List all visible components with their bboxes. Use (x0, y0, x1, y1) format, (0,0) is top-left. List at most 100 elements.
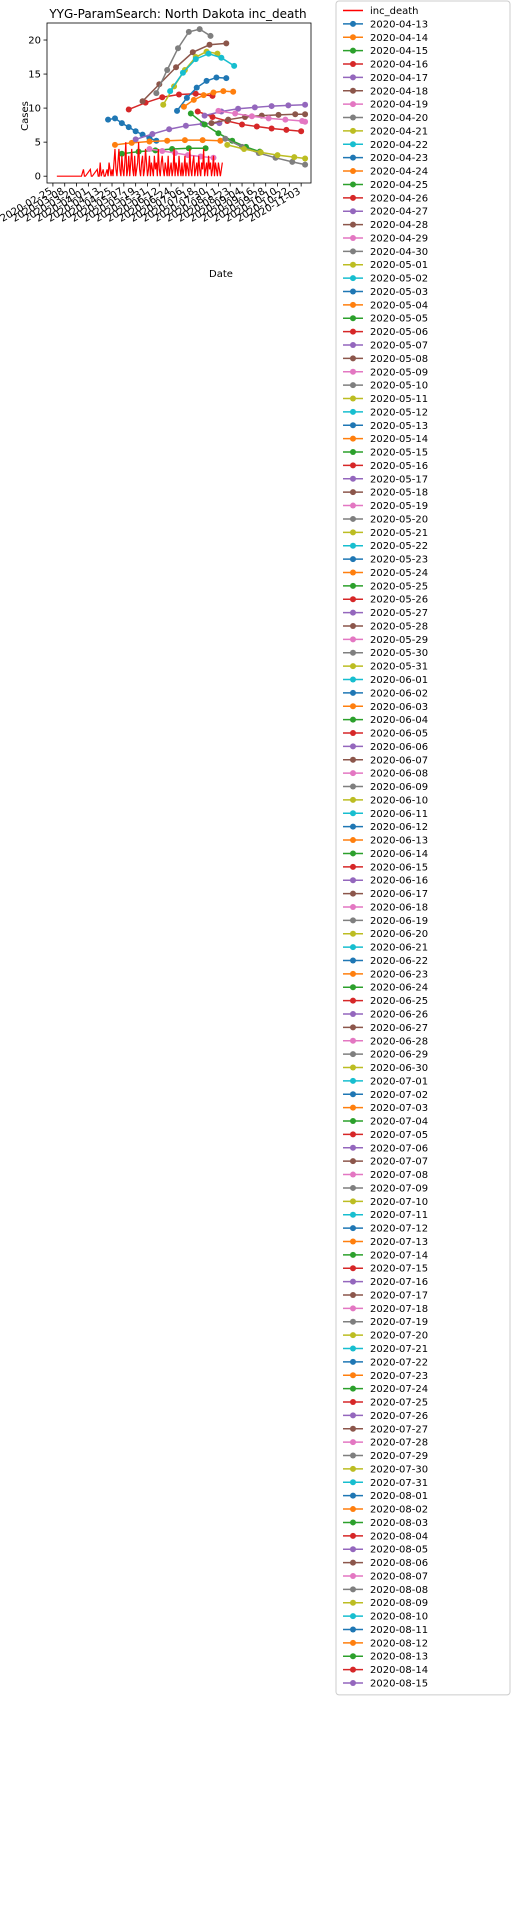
legend-swatch-marker (350, 1225, 356, 1232)
legend-label: 2020-04-22 (370, 140, 428, 151)
legend-label: 2020-05-23 (370, 555, 428, 566)
legend-label: 2020-06-22 (370, 956, 428, 967)
legend-label: 2020-07-20 (370, 1331, 428, 1342)
legend-swatch-marker (350, 449, 356, 456)
legend-label: 2020-06-04 (370, 715, 428, 726)
legend-label: 2020-08-07 (370, 1571, 428, 1582)
legend-swatch-marker (350, 783, 356, 790)
actual-line (56, 142, 223, 177)
legend-swatch-marker (350, 609, 356, 616)
legend-swatch-marker (350, 20, 356, 27)
series-point (200, 92, 207, 99)
legend-label: 2020-06-23 (370, 969, 428, 980)
legend-label: 2020-05-09 (370, 367, 428, 378)
legend-swatch-marker (350, 663, 356, 670)
legend-swatch-marker (350, 34, 356, 41)
legend-label: 2020-06-07 (370, 755, 428, 766)
legend-label: 2020-06-25 (370, 996, 428, 1007)
legend-label: 2020-06-03 (370, 702, 428, 713)
series-point (199, 137, 206, 144)
legend-swatch-marker (350, 984, 356, 991)
legend: inc_death 2020-04-13 2020-04-14 2020-04-15 2… (335, 0, 511, 1696)
series-point (225, 116, 232, 123)
legend-label: 2020-06-14 (370, 849, 428, 860)
legend-label: 2020-04-21 (370, 126, 428, 137)
legend-swatch-marker (350, 1198, 356, 1205)
legend-swatch-marker (350, 970, 356, 977)
legend-label: 2020-07-26 (370, 1411, 428, 1422)
legend-box (335, 0, 511, 1696)
legend-swatch-marker (350, 1291, 356, 1298)
legend-swatch-marker (350, 261, 356, 268)
legend-label: 2020-04-30 (370, 247, 428, 258)
legend-label: 2020-05-06 (370, 327, 428, 338)
series-point (153, 90, 160, 97)
legend-label: 2020-07-31 (370, 1478, 428, 1489)
legend-swatch-marker (350, 1626, 356, 1633)
series-point (193, 84, 200, 91)
legend-swatch-marker (350, 1653, 356, 1660)
legend-label: 2020-08-10 (370, 1612, 428, 1623)
legend-swatch-marker (350, 342, 356, 348)
legend-label: 2020-05-04 (370, 300, 428, 311)
legend-swatch-marker (350, 850, 356, 857)
legend-swatch-marker (350, 422, 356, 429)
legend-label: 2020-08-12 (370, 1638, 428, 1649)
legend-swatch-marker (350, 382, 356, 389)
legend-label: 2020-05-17 (370, 474, 428, 485)
legend-swatch-marker (350, 810, 356, 817)
legend-label: 2020-07-03 (370, 1103, 428, 1114)
legend-swatch-marker (350, 1572, 356, 1579)
series-point (215, 130, 222, 137)
series-point (159, 148, 166, 154)
legend-swatch-marker (350, 1024, 356, 1031)
series-point (159, 94, 166, 101)
plot-frame (46, 22, 312, 184)
series-point (125, 124, 132, 131)
legend-label: 2020-06-20 (370, 929, 428, 940)
legend-label: 2020-07-09 (370, 1183, 428, 1194)
legend-label: 2020-04-25 (370, 180, 428, 191)
legend-swatch-marker (350, 502, 356, 509)
legend-swatch-marker (350, 1305, 356, 1312)
legend-label: 2020-05-08 (370, 354, 428, 365)
legend-swatch-marker (350, 1532, 356, 1539)
series-point (222, 135, 229, 142)
series-point (182, 122, 189, 129)
series-point (175, 45, 182, 52)
series-point (298, 128, 305, 135)
series-point (208, 120, 215, 127)
legend-swatch-marker (350, 1184, 356, 1191)
legend-label: 2020-08-09 (370, 1598, 428, 1609)
legend-label: 2020-05-15 (370, 448, 428, 459)
legend-swatch-marker (350, 796, 356, 803)
legend-label: 2020-04-13 (370, 19, 428, 30)
legend-label: 2020-04-16 (370, 60, 428, 71)
legend-label: 2020-05-27 (370, 608, 428, 619)
legend-swatch-marker (350, 582, 356, 589)
legend-label: 2020-06-11 (370, 809, 428, 820)
y-tick-label: 5 (35, 138, 41, 149)
legend-label: 2020-07-14 (370, 1250, 428, 1261)
series-point (146, 138, 153, 145)
legend-swatch-marker (350, 1385, 356, 1392)
series-point (217, 137, 224, 144)
legend-swatch-marker (350, 997, 356, 1004)
x-axis: 2020-02-252020-03-082020-03-202020-04-01… (0, 183, 303, 225)
legend-swatch-marker (350, 61, 356, 68)
legend-label: 2020-08-08 (370, 1585, 428, 1596)
series-point (166, 126, 173, 133)
series-point (302, 118, 309, 125)
series-point (275, 111, 282, 118)
legend-swatch-marker (350, 877, 356, 884)
series-point (302, 161, 309, 168)
legend-label: 2020-05-28 (370, 621, 428, 632)
legend-label: 2020-04-18 (370, 86, 428, 97)
series-point (160, 101, 167, 108)
legend-label: 2020-04-17 (370, 73, 428, 84)
legend-swatch-marker (350, 1238, 356, 1245)
legend-label: 2020-05-12 (370, 407, 428, 418)
legend-label: 2020-07-28 (370, 1438, 428, 1449)
legend-label: 2020-06-08 (370, 769, 428, 780)
legend-label: 2020-04-20 (370, 113, 428, 124)
